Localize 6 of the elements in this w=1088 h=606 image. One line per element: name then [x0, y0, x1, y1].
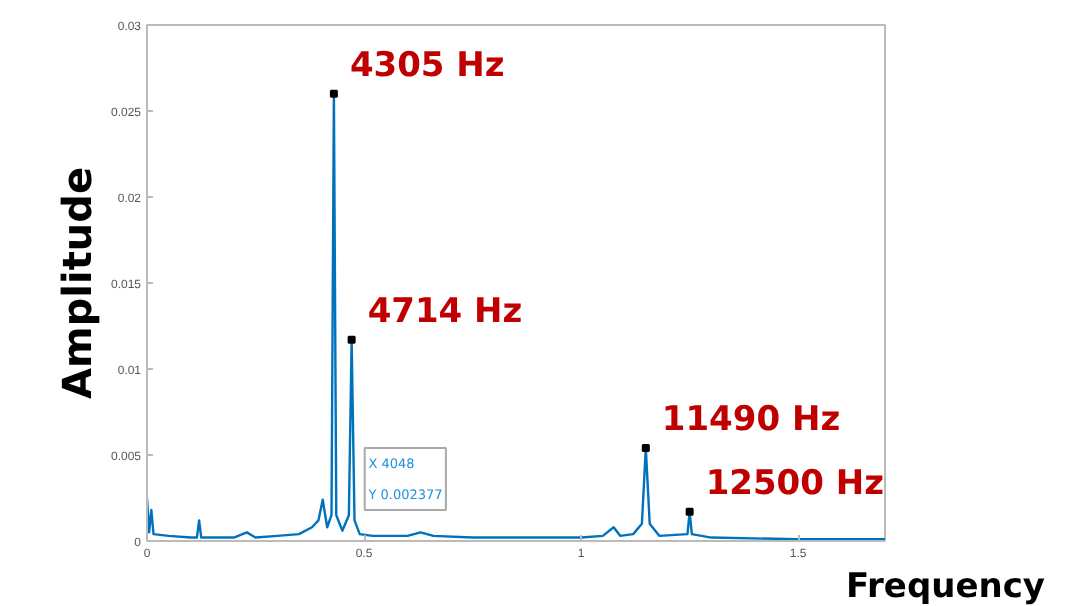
annotation: 11490 Hz [661, 400, 841, 441]
x-axis-title: Frequency [846, 567, 1046, 606]
annotation: 4305 Hz [349, 45, 505, 86]
annotation: 4714 Hz [367, 291, 523, 332]
y-axis-title: Amplitude [52, 166, 101, 400]
annotation: 12500 Hz [705, 463, 885, 504]
